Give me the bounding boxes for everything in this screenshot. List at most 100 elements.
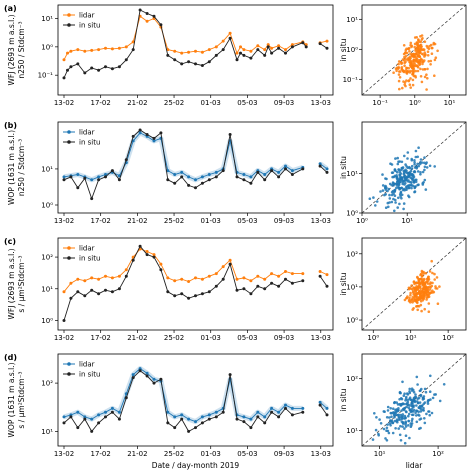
- scatter-point: [415, 36, 419, 39]
- series-point: [173, 173, 177, 176]
- x-tick-label: 13-02: [54, 99, 74, 107]
- scatter-point: [398, 188, 401, 191]
- y-tick-label: 10¹: [41, 285, 53, 293]
- series-point: [290, 281, 294, 285]
- series-point: [214, 53, 218, 57]
- series-point: [145, 12, 149, 15]
- x-tick-label: 01-03: [201, 99, 221, 107]
- series-point: [104, 410, 107, 414]
- series-point: [187, 280, 191, 283]
- scatter-point: [396, 162, 400, 166]
- series-point: [180, 292, 184, 296]
- scatter-point: [403, 392, 406, 396]
- series-point: [131, 258, 135, 262]
- scatter-point: [402, 70, 405, 73]
- series-point: [166, 276, 170, 280]
- scatter-point: [408, 436, 411, 440]
- series-point: [242, 178, 246, 182]
- series-point: [207, 413, 211, 417]
- x-tick-label: 25-02: [164, 99, 184, 107]
- scatter-point: [413, 45, 417, 49]
- scatter-point: [418, 285, 422, 289]
- series-point: [325, 413, 329, 417]
- scatter-point: [405, 392, 409, 395]
- series-point: [228, 262, 232, 266]
- series-point: [62, 415, 66, 419]
- scatter-point: [421, 62, 424, 66]
- scatter-point: [400, 417, 404, 421]
- series-point: [235, 277, 239, 281]
- scatter-point: [401, 425, 404, 428]
- legend-marker: [67, 140, 71, 144]
- scatter-point: [423, 286, 426, 290]
- scatter-point: [384, 206, 388, 209]
- series-point: [256, 284, 260, 288]
- series-point: [62, 175, 66, 179]
- scatter-point: [404, 177, 407, 180]
- series-point: [173, 426, 177, 430]
- y-tick-label: 10¹: [41, 165, 53, 173]
- series-point: [62, 76, 66, 80]
- series-point: [290, 173, 294, 176]
- series-point: [131, 376, 135, 380]
- series-point: [263, 48, 267, 52]
- scatter-point: [427, 60, 431, 63]
- scatter-point: [421, 170, 425, 174]
- scatter-point: [404, 434, 408, 438]
- series-point: [318, 42, 322, 46]
- series-point: [270, 406, 274, 410]
- series-point: [69, 281, 73, 285]
- scatter-point: [411, 73, 414, 76]
- series-point: [187, 60, 191, 64]
- series-point: [69, 49, 73, 53]
- scatter-x-tick-label: 10¹: [374, 450, 386, 458]
- scatter-point: [428, 164, 432, 168]
- scatter-point: [406, 175, 409, 179]
- scatter-point: [423, 387, 427, 391]
- series-point: [76, 410, 80, 414]
- scatter-point: [403, 298, 407, 302]
- scatter-point: [410, 402, 413, 406]
- series-point: [277, 415, 281, 419]
- scatter-point: [425, 298, 428, 301]
- x-tick-label: 25-02: [164, 217, 184, 225]
- series-point: [256, 48, 260, 52]
- series-point: [242, 48, 246, 52]
- scatter-point: [432, 41, 436, 45]
- y-axis-unit: n250 / Stdcm⁻³: [17, 21, 26, 78]
- scatter-point: [387, 187, 391, 191]
- scatter-point: [421, 183, 425, 186]
- series-point: [117, 287, 121, 291]
- scatter-point: [413, 170, 417, 174]
- series-point: [173, 279, 177, 283]
- scatter-point: [426, 67, 429, 71]
- series-line: [63, 248, 328, 293]
- series-point: [90, 48, 94, 52]
- scatter-point: [400, 193, 404, 197]
- scatter-point: [425, 88, 428, 91]
- series-point: [152, 14, 156, 18]
- scatter-point: [413, 400, 417, 404]
- series-point: [194, 186, 197, 190]
- scatter-point: [418, 58, 422, 62]
- series-point: [290, 43, 294, 47]
- series-point: [104, 415, 107, 419]
- series-point: [187, 417, 191, 421]
- scatter-point: [423, 75, 427, 79]
- scatter-point: [408, 83, 412, 86]
- series-point: [249, 426, 253, 430]
- series-point: [117, 410, 121, 414]
- legend-label: in situ: [79, 22, 100, 30]
- series-point: [110, 406, 114, 410]
- y-axis-label: WOP (1631 m a.s.l.): [7, 362, 16, 437]
- series-point: [138, 369, 142, 373]
- series-point: [263, 287, 267, 291]
- scatter-point: [422, 397, 426, 401]
- series-point: [228, 36, 232, 40]
- scatter-point: [419, 393, 423, 397]
- scatter-point: [430, 52, 434, 55]
- series-point: [104, 173, 107, 176]
- scatter-point: [409, 398, 413, 402]
- scatter-point: [410, 186, 413, 190]
